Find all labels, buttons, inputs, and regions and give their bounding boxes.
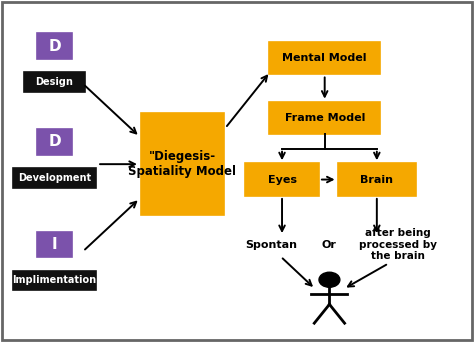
Text: Spontan: Spontan: [245, 239, 297, 250]
FancyBboxPatch shape: [269, 102, 380, 134]
Text: Brain: Brain: [360, 174, 393, 185]
Text: Mental Model: Mental Model: [283, 53, 367, 63]
FancyBboxPatch shape: [269, 42, 380, 75]
Circle shape: [319, 272, 340, 287]
Text: D: D: [48, 39, 61, 54]
Text: Development: Development: [18, 173, 91, 183]
FancyBboxPatch shape: [37, 232, 72, 257]
Text: Implimentation: Implimentation: [12, 275, 97, 286]
Text: "Diegesis-
Spatiality Model: "Diegesis- Spatiality Model: [128, 150, 237, 178]
Text: I: I: [52, 237, 57, 252]
Text: Design: Design: [36, 77, 73, 87]
FancyBboxPatch shape: [24, 72, 85, 92]
FancyBboxPatch shape: [13, 168, 96, 188]
Text: Frame Model: Frame Model: [284, 113, 365, 123]
FancyBboxPatch shape: [13, 271, 96, 290]
FancyBboxPatch shape: [246, 163, 319, 196]
FancyBboxPatch shape: [141, 113, 224, 215]
FancyBboxPatch shape: [37, 34, 72, 59]
Text: D: D: [48, 134, 61, 149]
Text: Eyes: Eyes: [267, 174, 297, 185]
FancyBboxPatch shape: [37, 129, 72, 155]
FancyBboxPatch shape: [337, 163, 416, 196]
Text: after being
processed by
the brain: after being processed by the brain: [359, 228, 437, 261]
Text: Or: Or: [322, 239, 337, 250]
